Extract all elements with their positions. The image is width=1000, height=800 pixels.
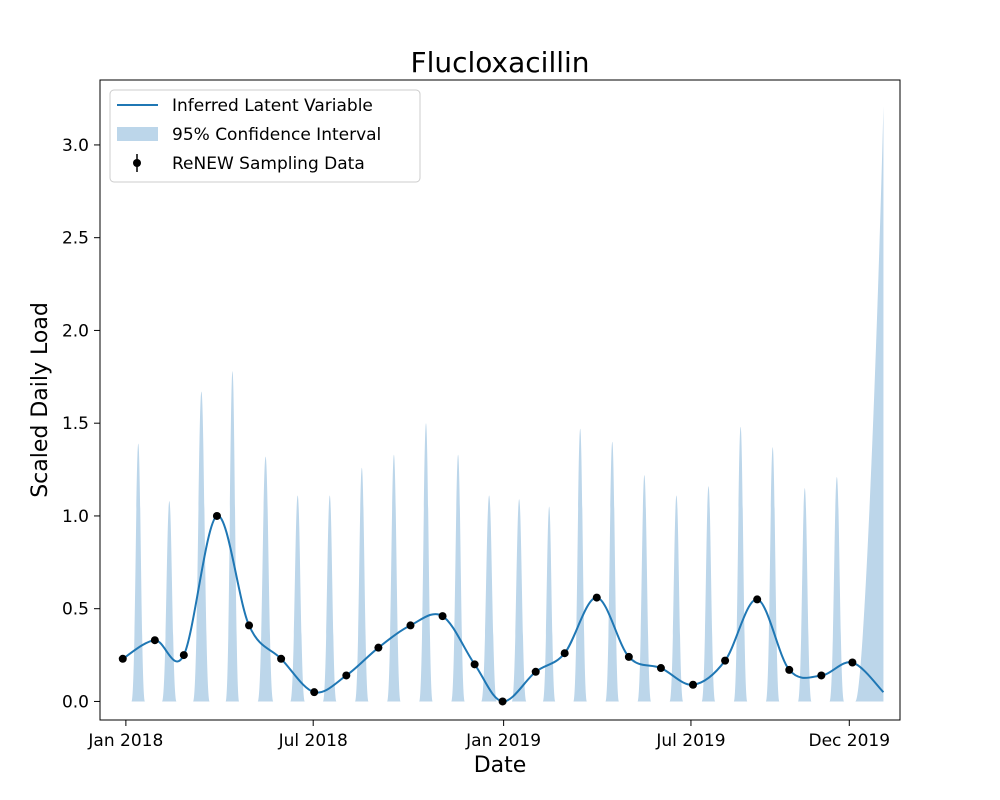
confidence-band-lobe	[701, 486, 716, 702]
sampling-point	[245, 621, 254, 630]
legend-box	[109, 89, 421, 183]
sampling-point	[438, 612, 447, 621]
confidence-band-lobe	[225, 371, 240, 702]
sampling-point	[310, 688, 319, 697]
x-axis-label: Date	[474, 753, 527, 778]
confidence-band-lobe	[798, 488, 812, 702]
y-axis-label: Scaled Daily Load	[28, 302, 53, 498]
sampling-point	[560, 649, 569, 658]
legend-label-latent: Inferred Latent Variable	[172, 96, 373, 116]
y-tick-label: 1.5	[62, 414, 89, 434]
sampling-point	[624, 652, 633, 661]
confidence-band-layer	[131, 105, 884, 702]
chart-title: Flucloxacillin	[410, 46, 589, 79]
y-tick-label: 0.0	[62, 692, 89, 712]
sampling-point	[498, 697, 507, 706]
sampling-point	[118, 654, 127, 663]
sampling-point	[406, 621, 415, 630]
sampling-point	[342, 671, 351, 680]
legend-point-swatch	[133, 159, 141, 167]
y-axis-ticks: 0.0 0.5 1.0 1.5 2.0 2.5 3.0	[62, 136, 100, 712]
x-tick-label: Jul 2019	[655, 731, 725, 751]
confidence-band-lobe	[451, 454, 465, 702]
confidence-band-lobe	[605, 441, 620, 702]
confidence-band-lobe	[193, 391, 210, 702]
sampling-point	[656, 664, 665, 673]
confidence-band-lobe	[511, 499, 527, 702]
confidence-band-lobe	[387, 454, 401, 702]
confidence-band-lobe	[669, 495, 684, 702]
confidence-band-lobe	[257, 456, 274, 702]
legend-label-sampling: ReNEW Sampling Data	[172, 154, 365, 174]
legend-label-confidence: 95% Confidence Interval	[172, 125, 381, 145]
sampling-point	[374, 643, 383, 652]
confidence-band-lobe	[573, 428, 587, 702]
sampling-point	[817, 671, 826, 680]
plot-frame	[99, 79, 901, 721]
legend-band-swatch	[117, 127, 158, 141]
sampling-point	[531, 667, 540, 676]
y-tick-label: 3.0	[62, 136, 89, 156]
confidence-band-lobe	[290, 495, 305, 702]
sampling-point	[689, 680, 698, 689]
confidence-band-lobe	[733, 426, 748, 702]
sampling-point	[785, 665, 794, 674]
confidence-band-lobe	[419, 423, 433, 702]
y-tick-label: 0.5	[62, 600, 89, 620]
confidence-band-lobe	[131, 443, 146, 702]
y-tick-label: 1.0	[62, 507, 89, 527]
x-tick-label: Jan 2018	[87, 731, 163, 751]
sampling-point	[150, 636, 159, 645]
sampling-point	[592, 593, 601, 602]
y-tick-label: 2.5	[62, 229, 89, 249]
confidence-band-tail	[855, 105, 884, 702]
x-axis-ticks: Jan 2018 Jul 2018 Jan 2019 Jul 2019 Dec 2019	[87, 720, 890, 751]
confidence-band-lobe	[355, 467, 369, 702]
confidence-band-lobe	[481, 495, 497, 702]
confidence-band-lobe	[323, 495, 337, 702]
confidence-band-lobe	[542, 506, 556, 702]
sampling-point	[848, 658, 857, 667]
sampling-points-layer	[118, 511, 857, 706]
confidence-band-lobe	[637, 475, 652, 702]
sampling-point	[753, 595, 762, 604]
confidence-band-lobe	[162, 501, 177, 702]
sampling-point	[277, 654, 286, 663]
sampling-point	[470, 660, 479, 669]
x-tick-label: Dec 2019	[808, 731, 890, 751]
x-tick-label: Jan 2019	[465, 731, 541, 751]
confidence-band-lobe	[829, 476, 845, 702]
sampling-point	[179, 651, 188, 660]
sampling-point	[212, 511, 221, 520]
y-tick-label: 2.0	[62, 321, 89, 341]
sampling-point	[721, 656, 730, 665]
confidence-band-lobe	[765, 447, 780, 702]
x-tick-label: Jul 2018	[278, 731, 348, 751]
legend: Inferred Latent Variable 95% Confidence …	[109, 89, 421, 183]
